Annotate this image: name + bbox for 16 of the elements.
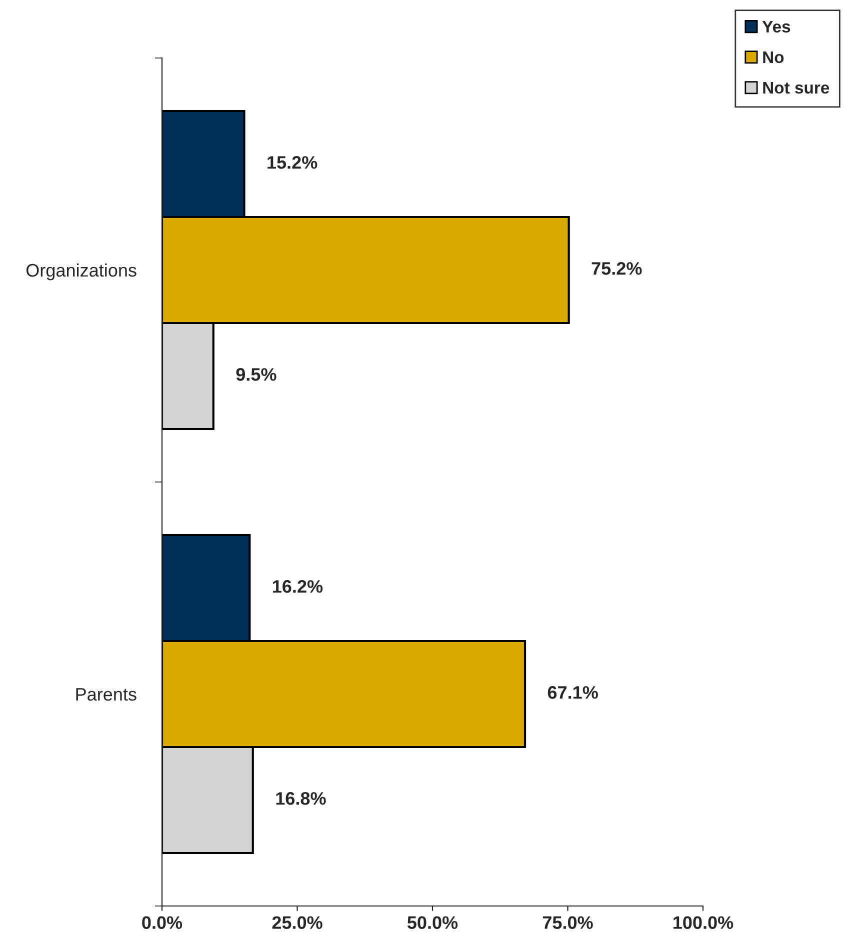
y-tick-label: Parents: [76, 688, 136, 701]
legend-label: Yes: [762, 20, 790, 33]
x-tick-label: 0.0%: [142, 916, 182, 929]
data-label: 15.2%: [268, 156, 318, 169]
x-tick-label: 50.0%: [407, 916, 458, 929]
data-label: 75.2%: [592, 262, 642, 275]
legend-label: Not sure: [763, 82, 830, 94]
legend-label: No: [763, 51, 784, 64]
data-label: 16.8%: [276, 792, 326, 805]
y-tick-label: Organizations: [26, 263, 136, 280]
data-label: 16.2%: [273, 580, 323, 593]
data-label: 9.5%: [236, 368, 276, 381]
x-tick-label: 100.0%: [674, 916, 734, 929]
x-tick-label: 25.0%: [272, 916, 322, 929]
data-label: 67.1%: [548, 686, 598, 699]
x-tick-label: 75.0%: [542, 916, 593, 929]
